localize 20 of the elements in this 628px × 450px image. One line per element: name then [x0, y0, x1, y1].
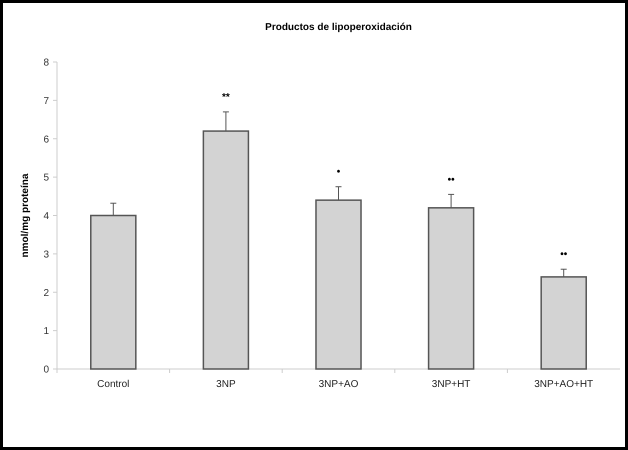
y-tick-label: 4 [43, 211, 50, 222]
x-tick-label: 3NP+AO [318, 379, 359, 390]
x-tick-label: 3NP+HT [432, 379, 470, 390]
y-tick-label: 7 [43, 96, 50, 107]
y-tick-label: 6 [43, 134, 50, 146]
annotation: •• [560, 249, 568, 260]
y-axis-title: nmol/mg proteína [20, 173, 31, 258]
x-tick-label: 3NP+AO+HT [534, 379, 594, 390]
annotation: •• [448, 174, 456, 186]
y-tick-label: 8 [43, 58, 50, 68]
annotation: • [336, 166, 341, 178]
chart-title: Productos de lipoperoxidación [265, 22, 412, 33]
y-tick-label: 1 [43, 326, 50, 338]
x-tick-label: Control [97, 379, 130, 390]
x-tick-label: 3NP [216, 379, 236, 390]
annotation: ** [222, 92, 230, 103]
y-tick-label: 0 [43, 364, 50, 376]
y-tick-label: 5 [43, 172, 50, 184]
y-tick-label: 3 [43, 249, 50, 260]
y-tick-label: 2 [43, 288, 50, 299]
